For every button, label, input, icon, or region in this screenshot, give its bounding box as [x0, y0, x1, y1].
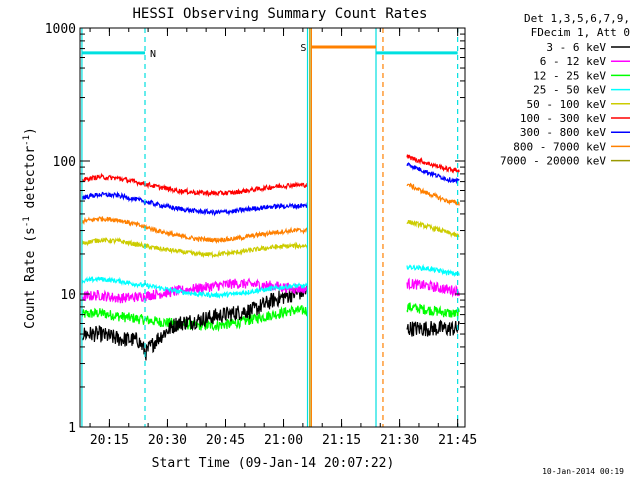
- x-tick-label-5: 21:15: [322, 433, 361, 448]
- plot-frame: [79, 27, 466, 428]
- y-label-mid: detector: [23, 146, 38, 217]
- x-tick-label-6: 21:30: [380, 433, 419, 448]
- x-tick-label-3: 20:45: [206, 433, 245, 448]
- legend-header-1: Det 1,3,5,6,7,9,: [524, 12, 630, 25]
- legend-entry-6: 100 - 300 keV: [520, 112, 606, 125]
- x-tick-label-2: 20:30: [148, 433, 187, 448]
- legend-entry-2: 6 - 12 keV: [540, 55, 607, 68]
- x-tick-label-4: 21:00: [264, 433, 303, 448]
- legend-entry-8: 800 - 7000 keV: [513, 140, 606, 153]
- y-tick-label-3: 100: [53, 155, 76, 170]
- series-layer: [81, 154, 460, 361]
- series-line-2-seg1: [81, 277, 309, 304]
- marker-layer: NS: [81, 28, 459, 427]
- series-line-7-seg1: [81, 190, 309, 217]
- series-line-3-seg2: [406, 302, 460, 320]
- series-line-6-seg2: [406, 154, 460, 175]
- y-label-sup2: -1: [22, 135, 32, 146]
- legend-entry-7: 300 - 800 keV: [520, 126, 606, 139]
- legend-entry-3: 12 - 25 keV: [533, 69, 606, 82]
- state-label-N: N: [150, 49, 156, 60]
- series-line-1-seg2: [406, 319, 460, 337]
- state-label-S: S: [300, 43, 306, 54]
- tick-layer: 20:15 20:30 20:45 21:00 21:15 21:30 21:45 1 10 10…: [45, 22, 478, 448]
- x-tick-label-1: 20:15: [90, 433, 129, 448]
- series-line-8-seg1: [81, 216, 309, 245]
- series-line-4-seg1: [81, 275, 309, 300]
- y-tick-label-1: 1: [68, 421, 76, 436]
- y-axis-label: Count Rate (s-1 detector-1): [22, 127, 38, 329]
- y-label-sup1: -1: [22, 216, 32, 227]
- series-line-8-seg2: [406, 182, 460, 206]
- y-label-suffix: ): [23, 127, 38, 135]
- legend-entry-9: 7000 - 20000 keV: [500, 155, 606, 168]
- series-line-5-seg2: [406, 220, 460, 239]
- series-line-7-seg2: [406, 162, 460, 185]
- series-line-1-seg1: [81, 284, 309, 361]
- series-line-4-seg2: [406, 263, 460, 278]
- legend: Det 1,3,5,6,7,9, FDecim 1, Att 0 3 - 6 k…: [500, 12, 630, 168]
- y-tick-label-2: 10: [60, 288, 76, 303]
- series-line-5-seg1: [81, 237, 309, 259]
- y-label-prefix: Count Rate (s: [23, 227, 38, 329]
- legend-header-2: FDecim 1, Att 0: [531, 26, 630, 39]
- footer-timestamp: 10-Jan-2014 00:19: [542, 467, 624, 476]
- legend-entry-5: 50 - 100 keV: [527, 98, 607, 111]
- legend-entry-1: 3 - 6 keV: [546, 41, 606, 54]
- x-tick-label-7: 21:45: [438, 433, 477, 448]
- legend-entry-4: 25 - 50 keV: [533, 84, 606, 97]
- x-axis-label: Start Time (09-Jan-14 20:07:22): [152, 456, 395, 471]
- series-line-6-seg1: [81, 172, 309, 198]
- y-tick-label-4: 1000: [45, 22, 76, 37]
- chart-title: HESSI Observing Summary Count Rates: [132, 6, 427, 22]
- series-line-2-seg2: [406, 277, 460, 298]
